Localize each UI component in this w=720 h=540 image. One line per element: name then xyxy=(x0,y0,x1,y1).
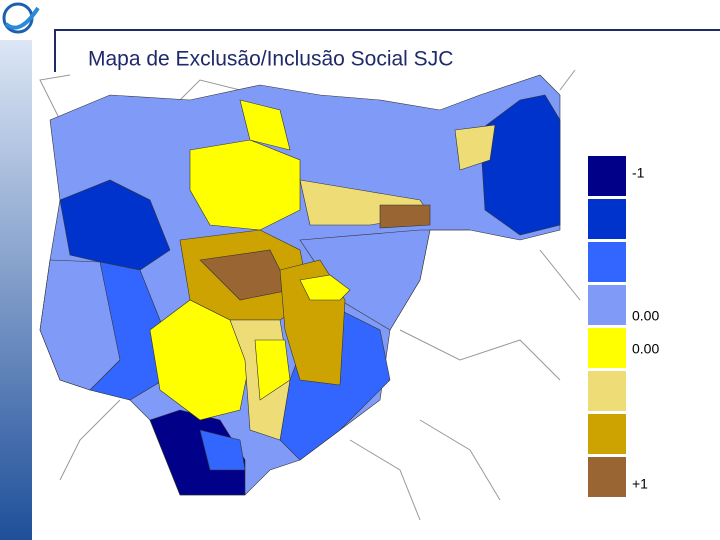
map xyxy=(39,74,561,496)
legend-swatch xyxy=(588,199,626,239)
legend-swatch xyxy=(588,414,626,454)
legend-swatch xyxy=(588,285,626,325)
legend-swatch xyxy=(588,328,626,368)
roads xyxy=(39,69,581,521)
side-bar xyxy=(0,40,32,540)
legend-swatch xyxy=(588,371,626,411)
legend-swatch xyxy=(588,156,626,196)
slide-title: Mapa de Exclusão/Inclusão Social SJC xyxy=(88,48,453,71)
legend-swatch xyxy=(588,242,626,282)
legend-label: +1 xyxy=(632,476,648,492)
legend-label: 0.00 xyxy=(632,308,659,324)
legend-label: 0.00 xyxy=(632,341,659,357)
logo xyxy=(2,2,40,34)
legend: -1 0.00 0.00 +1 xyxy=(588,156,659,497)
legend-swatch xyxy=(588,457,626,497)
legend-label: -1 xyxy=(632,165,645,181)
title-frame xyxy=(54,29,720,72)
